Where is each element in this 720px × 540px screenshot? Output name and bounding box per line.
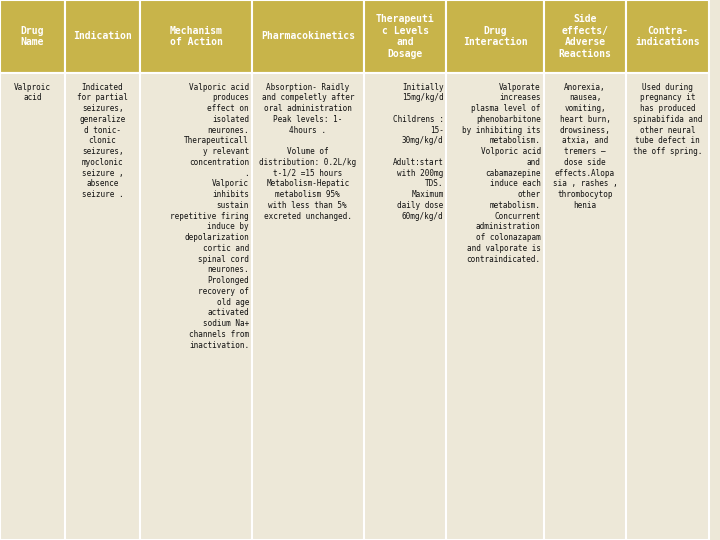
Bar xyxy=(364,0,446,73)
Text: Valporic acid
produces
effect on
isolated
neurones.
Therapeuticall
y relevant
co: Valporic acid produces effect on isolate… xyxy=(171,83,249,349)
Bar xyxy=(140,0,252,73)
Bar xyxy=(446,73,544,540)
Bar xyxy=(0,0,65,73)
Bar xyxy=(252,0,364,73)
Text: Absorption- Raidly
and compeletly after
oral administration
Peak levels: 1-
4hou: Absorption- Raidly and compeletly after … xyxy=(259,83,356,221)
Bar xyxy=(446,0,544,73)
Text: Indicated
for partial
seizures,
generalize
d tonic-
clonic
seizures,
myoclonic
s: Indicated for partial seizures, generali… xyxy=(77,83,128,199)
Bar xyxy=(65,73,140,540)
Bar xyxy=(252,73,364,540)
Text: Therapeuti
c Levels
and
Dosage: Therapeuti c Levels and Dosage xyxy=(376,14,434,59)
Text: Drug
Name: Drug Name xyxy=(21,25,44,47)
Bar xyxy=(140,73,252,540)
Text: Valporate
increases
plasma level of
phenobarbitone
by inhibiting its
metabolism.: Valporate increases plasma level of phen… xyxy=(462,83,541,264)
Text: Contra-
indications: Contra- indications xyxy=(636,25,700,47)
Text: Mechanism
of Action: Mechanism of Action xyxy=(170,25,222,47)
Text: Used during
pregnancy it
has produced
spinabifida and
other neural
tube defect i: Used during pregnancy it has produced sp… xyxy=(633,83,703,156)
Text: Drug
Interaction: Drug Interaction xyxy=(463,25,527,47)
Text: Pharmacokinetics: Pharmacokinetics xyxy=(261,31,355,42)
Text: Valproic
acid: Valproic acid xyxy=(14,83,51,103)
Bar xyxy=(544,0,626,73)
Text: Indication: Indication xyxy=(73,31,132,42)
Bar xyxy=(626,73,709,540)
Bar xyxy=(364,73,446,540)
Bar xyxy=(544,73,626,540)
Text: Side
effects/
Adverse
Reactions: Side effects/ Adverse Reactions xyxy=(559,14,611,59)
Text: Anorexia,
nausea,
vomiting,
heart burn,
drowsiness,
atxia, and
tremers –
dose si: Anorexia, nausea, vomiting, heart burn, … xyxy=(553,83,617,210)
Bar xyxy=(65,0,140,73)
Text: Initially
15mg/kg/d

Childrens :
15-
30mg/kg/d

Adult:start
with 200mg
TDS.
Maxi: Initially 15mg/kg/d Childrens : 15- 30mg… xyxy=(392,83,444,221)
Bar xyxy=(626,0,709,73)
Bar xyxy=(0,73,65,540)
